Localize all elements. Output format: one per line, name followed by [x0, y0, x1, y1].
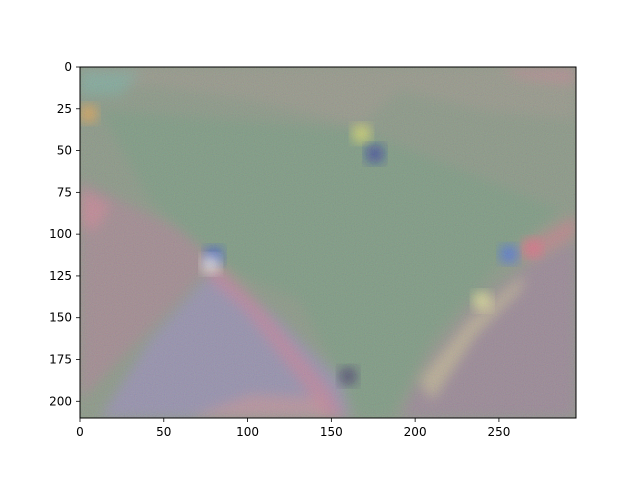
y-tick-label: 75	[57, 185, 72, 199]
plot-frame	[79, 66, 577, 419]
x-tick-label: 100	[236, 425, 259, 439]
y-tick-label: 100	[49, 227, 72, 241]
heatmap-image	[80, 67, 576, 418]
x-tick-label: 0	[76, 425, 84, 439]
y-tick-label: 50	[57, 144, 72, 158]
x-tick-label: 250	[487, 425, 510, 439]
y-tick-label: 200	[49, 394, 72, 408]
y-tick-label: 125	[49, 269, 72, 283]
y-axis: 0 25 50 75 100 125 150 175 200	[49, 60, 80, 408]
x-axis: 0 50 100 150 200 250	[76, 418, 510, 439]
x-tick-label: 150	[320, 425, 343, 439]
y-tick-label: 150	[49, 311, 72, 325]
y-tick-label: 0	[64, 60, 72, 74]
x-tick-label: 200	[404, 425, 427, 439]
y-tick-label: 175	[49, 353, 72, 367]
x-tick-label: 50	[156, 425, 171, 439]
image-grain	[80, 67, 576, 418]
y-tick-label: 25	[57, 102, 72, 116]
